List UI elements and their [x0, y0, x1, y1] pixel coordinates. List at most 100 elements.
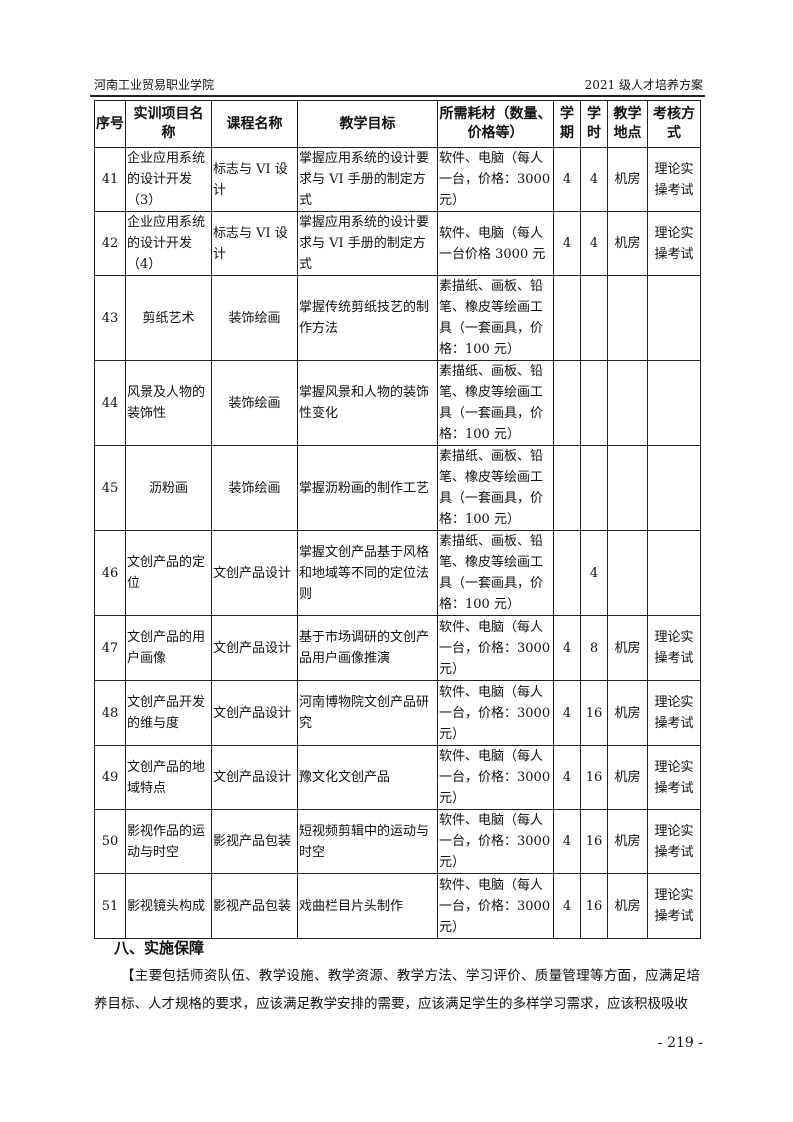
column-header: 教学地点	[607, 100, 648, 148]
table-row: 47 文创产品的用户画像 文创产品设计 基于市场调研的文创产品用户画像推演 软件、电脑（…	[94, 615, 701, 681]
table-cell	[580, 275, 608, 361]
table-cell: 4	[553, 809, 581, 874]
table-cell: 16	[580, 809, 608, 874]
table-cell: 影视镜头构成	[125, 873, 212, 939]
table-cell	[607, 360, 648, 446]
table-cell: 文创产品开发的维与度	[125, 680, 212, 746]
table-cell: 机房	[607, 680, 648, 746]
table-cell: 51	[94, 873, 126, 939]
table-cell: 文创产品的地域特点	[125, 745, 212, 810]
table-cell	[607, 530, 648, 616]
table-cell: 标志与 VI 设计	[211, 147, 298, 212]
table-cell: 文创产品的用户画像	[125, 615, 212, 681]
table-cell: 掌握传统剪纸技艺的制作方法	[297, 275, 438, 361]
table-cell: 机房	[607, 147, 648, 212]
table-cell: 基于市场调研的文创产品用户画像推演	[297, 615, 438, 681]
column-header: 学期	[553, 100, 581, 148]
table-header-row: 序号 实训项目名称 课程名称 教学目标 所需耗材（数量、价格等） 学期 学时 教学地点 考核方式	[94, 100, 701, 148]
table-cell: 16	[580, 873, 608, 939]
table-cell: 文创产品设计	[211, 615, 298, 681]
table-row: 49 文创产品的地域特点 文创产品设计 豫文化文创产品 软件、电脑（每人一台，价格：30…	[94, 745, 701, 810]
table-cell: 素描纸、画板、铅笔、橡皮等绘画工具（一套画具，价格：100 元）	[437, 360, 554, 446]
table-cell: 文创产品的定位	[125, 530, 212, 616]
table-cell: 掌握风景和人物的装饰性变化	[297, 360, 438, 446]
table-cell: 44	[94, 360, 126, 446]
table-row: 51 影视镜头构成 影视产品包装 戏曲栏目片头制作 软件、电脑（每人一台，价格：3000…	[94, 873, 701, 939]
table-cell	[553, 360, 581, 446]
table-cell: 风景及人物的装饰性	[125, 360, 212, 446]
table-cell: 4	[553, 680, 581, 746]
header-divider	[90, 95, 705, 97]
table-cell: 47	[94, 615, 126, 681]
table-cell: 8	[580, 615, 608, 681]
column-header: 所需耗材（数量、价格等）	[437, 100, 554, 148]
table-cell: 素描纸、画板、铅笔、橡皮等绘画工具（一套画具，价格：100 元）	[437, 275, 554, 361]
table-cell: 软件、电脑（每人一台，价格：3000 元）	[437, 147, 554, 212]
table-cell: 戏曲栏目片头制作	[297, 873, 438, 939]
table-cell	[580, 445, 608, 531]
table-cell: 16	[580, 680, 608, 746]
table-cell: 理论实操考试	[647, 211, 701, 276]
table-cell	[553, 530, 581, 616]
table-cell: 软件、电脑（每人一台价格 3000 元	[437, 211, 554, 276]
table-cell	[553, 445, 581, 531]
table-row: 44 风景及人物的装饰性 装饰绘画 掌握风景和人物的装饰性变化 素描纸、画板、铅笔、橡皮…	[94, 360, 701, 446]
table-row: 45 沥粉画 装饰绘画 掌握沥粉画的制作工艺 素描纸、画板、铅笔、橡皮等绘画工具（一套画…	[94, 445, 701, 531]
column-header: 考核方式	[647, 100, 701, 148]
table-cell: 4	[553, 615, 581, 681]
table-cell: 影视作品的运动与时空	[125, 809, 212, 874]
table-cell: 软件、电脑（每人一台，价格：3000 元）	[437, 873, 554, 939]
table-cell: 50	[94, 809, 126, 874]
table-cell: 理论实操考试	[647, 745, 701, 810]
table-cell	[647, 530, 701, 616]
table-cell	[553, 275, 581, 361]
section-title: 八、实施保障	[114, 939, 205, 957]
table-cell	[607, 275, 648, 361]
table-cell: 4	[580, 530, 608, 616]
table-cell: 理论实操考试	[647, 809, 701, 874]
table-cell: 软件、电脑（每人一台，价格：3000 元）	[437, 615, 554, 681]
column-header: 实训项目名称	[125, 100, 212, 148]
table-row: 46 文创产品的定位 文创产品设计 掌握文创产品基于风格和地域等不同的定位法则 素描纸、…	[94, 530, 701, 616]
table-cell	[647, 360, 701, 446]
header-plan: 2021 级人才培养方案	[584, 78, 703, 92]
table-cell: 46	[94, 530, 126, 616]
table-row: 43 剪纸艺术 装饰绘画 掌握传统剪纸技艺的制作方法 素描纸、画板、铅笔、橡皮等绘画工具…	[94, 275, 701, 361]
table-cell: 理论实操考试	[647, 680, 701, 746]
table-cell: 理论实操考试	[647, 147, 701, 212]
table-cell: 理论实操考试	[647, 615, 701, 681]
table-cell: 软件、电脑（每人一台，价格：3000 元）	[437, 809, 554, 874]
table-cell: 企业应用系统的设计开发（3）	[125, 147, 212, 212]
section-paragraph: 【主要包括师资队伍、教学设施、教学资源、教学方法、学习评价、质量管理等方面，应满…	[94, 968, 700, 1012]
table-cell: 豫文化文创产品	[297, 745, 438, 810]
table-cell: 剪纸艺术	[125, 275, 212, 361]
table-cell: 48	[94, 680, 126, 746]
table-cell: 影视产品包装	[211, 873, 298, 939]
table-cell: 文创产品设计	[211, 530, 298, 616]
table-cell: 49	[94, 745, 126, 810]
table-cell: 掌握应用系统的设计要求与 VI 手册的制定方式	[297, 147, 438, 212]
table-cell: 43	[94, 275, 126, 361]
table-cell: 素描纸、画板、铅笔、橡皮等绘画工具（一套画具，价格：100 元）	[437, 445, 554, 531]
table-cell: 素描纸、画板、铅笔、橡皮等绘画工具（一套画具，价格：100 元）	[437, 530, 554, 616]
table-cell: 装饰绘画	[211, 360, 298, 446]
table-cell: 文创产品设计	[211, 745, 298, 810]
header-school: 河南工业贸易职业学院	[94, 78, 215, 92]
column-header: 学时	[580, 100, 608, 148]
column-header: 课程名称	[211, 100, 298, 148]
table-cell: 沥粉画	[125, 445, 212, 531]
table-cell: 掌握文创产品基于风格和地域等不同的定位法则	[297, 530, 438, 616]
table-cell	[580, 360, 608, 446]
table-cell: 理论实操考试	[647, 873, 701, 939]
table-row: 50 影视作品的运动与时空 影视产品包装 短视频剪辑中的运动与时空 软件、电脑（每人一台…	[94, 809, 701, 874]
table-cell: 软件、电脑（每人一台，价格：3000 元）	[437, 680, 554, 746]
table-cell: 装饰绘画	[211, 445, 298, 531]
column-header: 教学目标	[297, 100, 438, 148]
table-cell: 标志与 VI 设计	[211, 211, 298, 276]
table-cell: 掌握沥粉画的制作工艺	[297, 445, 438, 531]
table-cell: 软件、电脑（每人一台，价格：3000 元）	[437, 745, 554, 810]
table-cell: 短视频剪辑中的运动与时空	[297, 809, 438, 874]
table-cell: 机房	[607, 809, 648, 874]
table-cell: 河南博物院文创产品研究	[297, 680, 438, 746]
table-cell: 机房	[607, 211, 648, 276]
